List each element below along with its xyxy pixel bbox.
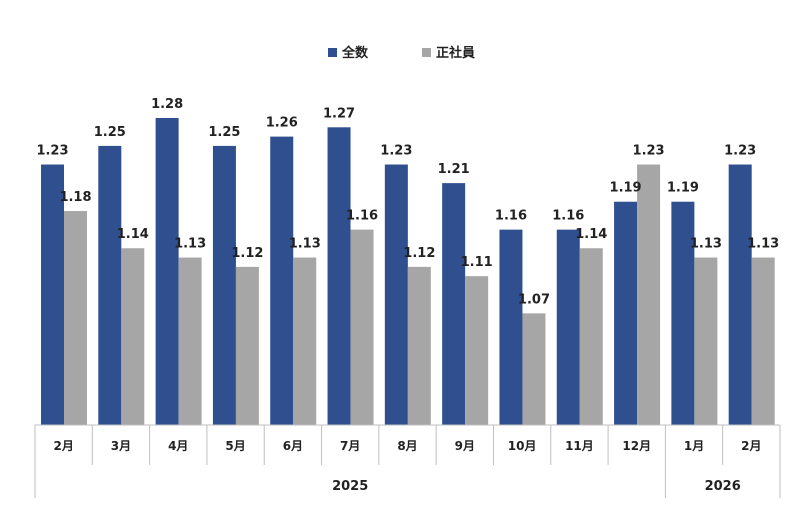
data-label-total-0: 1.23 — [36, 144, 68, 159]
bar-regular-9 — [579, 248, 603, 425]
data-label-total-10: 1.19 — [610, 181, 642, 196]
bar-regular-2 — [178, 257, 202, 425]
data-label-total-7: 1.21 — [438, 162, 470, 177]
data-label-regular-2: 1.13 — [174, 237, 206, 252]
bar-total-3 — [212, 145, 236, 425]
data-label-regular-6: 1.12 — [403, 246, 435, 261]
bar-total-10 — [614, 201, 638, 425]
bar-regular-6 — [407, 266, 431, 425]
year-label-2025: 2025 — [332, 479, 368, 494]
data-label-regular-8: 1.07 — [518, 292, 550, 307]
bar-total-8 — [499, 229, 523, 425]
data-label-total-12: 1.23 — [724, 144, 756, 159]
bar-total-1 — [98, 145, 122, 425]
bars-group — [41, 118, 775, 426]
x-tick-label-5: 7月 — [340, 439, 360, 453]
bar-total-6 — [384, 164, 408, 426]
x-tick-label-0: 2月 — [53, 439, 73, 453]
bar-regular-10 — [637, 164, 661, 426]
legend-label-1: 正社員 — [436, 45, 475, 61]
data-label-regular-0: 1.18 — [59, 190, 91, 205]
bar-total-5 — [327, 127, 351, 425]
data-label-total-5: 1.27 — [323, 106, 355, 121]
data-label-total-3: 1.25 — [208, 125, 240, 140]
legend: 全数 正社員 — [328, 45, 475, 61]
x-tick-label-12: 2月 — [741, 439, 761, 453]
data-label-regular-4: 1.13 — [289, 237, 321, 252]
data-label-total-2: 1.28 — [151, 97, 183, 112]
bar-total-9 — [556, 229, 580, 425]
x-tick-label-11: 1月 — [684, 439, 704, 453]
data-label-total-8: 1.16 — [495, 209, 527, 224]
data-label-total-6: 1.23 — [380, 144, 412, 159]
data-label-regular-1: 1.14 — [117, 227, 149, 242]
data-label-regular-5: 1.16 — [346, 209, 378, 224]
x-tick-label-8: 10月 — [508, 439, 537, 453]
bar-regular-4 — [293, 257, 317, 425]
x-tick-label-6: 8月 — [397, 439, 417, 453]
data-label-regular-7: 1.11 — [461, 255, 493, 270]
bar-regular-12 — [751, 257, 775, 425]
data-label-regular-9: 1.14 — [575, 227, 607, 242]
bar-total-11 — [671, 201, 695, 425]
data-label-regular-12: 1.13 — [747, 237, 779, 252]
bar-regular-8 — [522, 313, 546, 425]
bar-regular-3 — [235, 266, 259, 425]
x-tick-label-10: 12月 — [622, 439, 651, 453]
legend-label-0: 全数 — [341, 45, 369, 61]
x-axis: 2月 3月 4月 5月 6月 7月 8月 9月 10月 11月 12月 1月 2月 2025 2026 — [34, 424, 781, 498]
x-tick-label-7: 9月 — [455, 439, 475, 453]
data-label-total-4: 1.26 — [266, 116, 298, 131]
bar-total-4 — [270, 136, 294, 425]
x-tick-label-3: 5月 — [225, 439, 245, 453]
x-tick-label-9: 11月 — [565, 439, 594, 453]
legend-swatch-0 — [328, 48, 337, 57]
bar-regular-1 — [121, 248, 145, 425]
data-label-regular-3: 1.12 — [231, 246, 263, 261]
data-label-regular-11: 1.13 — [690, 237, 722, 252]
bar-regular-5 — [350, 229, 374, 425]
bar-total-7 — [442, 183, 466, 425]
bar-total-0 — [41, 164, 64, 426]
data-label-total-9: 1.16 — [552, 209, 584, 224]
x-tick-label-1: 3月 — [111, 439, 131, 453]
bar-total-2 — [155, 118, 179, 425]
data-label-total-11: 1.19 — [667, 181, 699, 196]
x-tick-label-2: 4月 — [168, 439, 188, 453]
bar-total-12 — [728, 164, 752, 426]
data-label-regular-10: 1.23 — [633, 144, 665, 159]
x-tick-label-4: 6月 — [283, 439, 303, 453]
bar-regular-7 — [465, 276, 489, 425]
bar-regular-0 — [64, 211, 87, 425]
data-labels-group: 1.23 1.18 1.25 1.14 1.28 1.13 1.25 1.12 1.26 1.13… — [36, 97, 779, 307]
legend-swatch-1 — [422, 48, 431, 57]
data-label-total-1: 1.25 — [94, 125, 126, 140]
year-label-2026: 2026 — [705, 479, 741, 494]
bar-regular-11 — [694, 257, 718, 425]
